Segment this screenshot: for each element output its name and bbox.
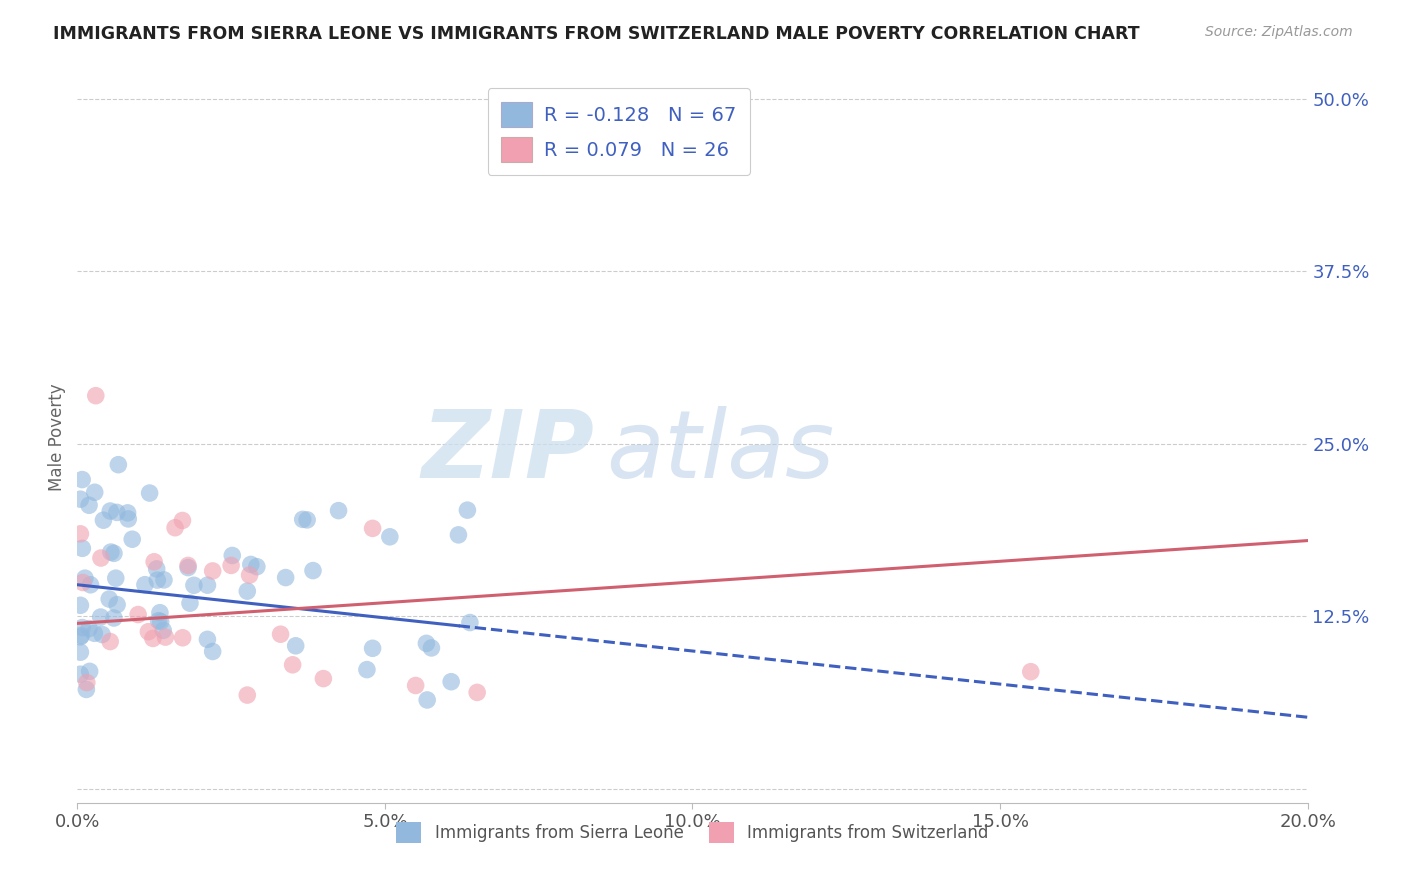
Point <box>72 621 94 635</box>
Point <box>69 645 91 659</box>
Point <box>420 640 443 655</box>
Point <box>98 504 121 518</box>
Point <box>103 546 125 560</box>
Point <box>83 626 105 640</box>
Point <box>83 485 105 500</box>
Point <box>69 667 91 681</box>
Point <box>69 630 91 644</box>
Point <box>70 628 93 642</box>
Point <box>239 568 262 582</box>
Point <box>270 627 292 641</box>
Point <box>312 672 335 686</box>
Point <box>117 512 139 526</box>
Point <box>465 685 488 699</box>
Point <box>75 682 97 697</box>
Point <box>274 571 297 585</box>
Point <box>219 558 242 573</box>
Point <box>458 615 481 630</box>
Point <box>152 624 174 638</box>
Y-axis label: Male Poverty: Male Poverty <box>48 384 66 491</box>
Point <box>138 624 160 639</box>
Point <box>302 564 325 578</box>
Point <box>98 592 121 607</box>
Point <box>172 513 194 527</box>
Text: Source: ZipAtlas.com: Source: ZipAtlas.com <box>1205 25 1353 39</box>
Point <box>69 492 91 507</box>
Point <box>90 610 112 624</box>
Point <box>90 551 112 566</box>
Point <box>149 606 172 620</box>
Point <box>201 644 224 658</box>
Point <box>1019 665 1042 679</box>
Point <box>146 573 169 587</box>
Point <box>149 615 172 629</box>
Point <box>236 584 259 599</box>
Point <box>143 555 166 569</box>
Point <box>76 675 98 690</box>
Point <box>91 627 114 641</box>
Point <box>104 571 127 585</box>
Point <box>69 526 91 541</box>
Point <box>456 503 478 517</box>
Text: atlas: atlas <box>606 406 835 497</box>
Point <box>356 663 378 677</box>
Point <box>77 622 100 636</box>
Point <box>72 575 94 590</box>
Point <box>197 632 219 647</box>
Point <box>153 573 176 587</box>
Point <box>177 558 200 573</box>
Point <box>183 578 205 592</box>
Point <box>145 562 167 576</box>
Point <box>127 607 149 622</box>
Point <box>79 578 101 592</box>
Point <box>79 665 101 679</box>
Point <box>236 688 259 702</box>
Point <box>378 530 401 544</box>
Point <box>105 505 128 519</box>
Point <box>103 611 125 625</box>
Point <box>361 641 384 656</box>
Point <box>239 558 262 572</box>
Point <box>77 498 100 512</box>
Point <box>165 521 187 535</box>
Point <box>416 693 439 707</box>
Point <box>440 674 463 689</box>
Point <box>197 578 219 592</box>
Point <box>138 486 160 500</box>
Point <box>246 559 269 574</box>
Point <box>105 598 128 612</box>
Point <box>415 636 437 650</box>
Point <box>69 599 91 613</box>
Point <box>73 571 96 585</box>
Point <box>221 549 243 563</box>
Point <box>117 506 139 520</box>
Point <box>72 541 94 556</box>
Point <box>107 458 129 472</box>
Text: IMMIGRANTS FROM SIERRA LEONE VS IMMIGRANTS FROM SWITZERLAND MALE POVERTY CORRELA: IMMIGRANTS FROM SIERRA LEONE VS IMMIGRAN… <box>53 25 1140 43</box>
Point <box>98 634 121 648</box>
Point <box>148 614 170 628</box>
Point <box>155 630 177 644</box>
Point <box>84 389 107 403</box>
Point <box>121 533 143 547</box>
Point <box>328 503 350 517</box>
Point <box>284 639 307 653</box>
Point <box>295 513 318 527</box>
Point <box>177 560 200 574</box>
Text: ZIP: ZIP <box>422 406 595 498</box>
Point <box>447 528 470 542</box>
Point <box>179 596 201 610</box>
Point <box>134 577 156 591</box>
Legend: Immigrants from Sierra Leone, Immigrants from Switzerland: Immigrants from Sierra Leone, Immigrants… <box>389 815 995 849</box>
Point <box>100 545 122 559</box>
Point <box>291 512 314 526</box>
Point <box>93 513 115 527</box>
Point <box>70 473 93 487</box>
Point <box>142 632 165 646</box>
Point <box>172 631 194 645</box>
Point <box>201 564 224 578</box>
Point <box>405 678 427 692</box>
Point <box>361 521 384 535</box>
Point <box>281 657 304 672</box>
